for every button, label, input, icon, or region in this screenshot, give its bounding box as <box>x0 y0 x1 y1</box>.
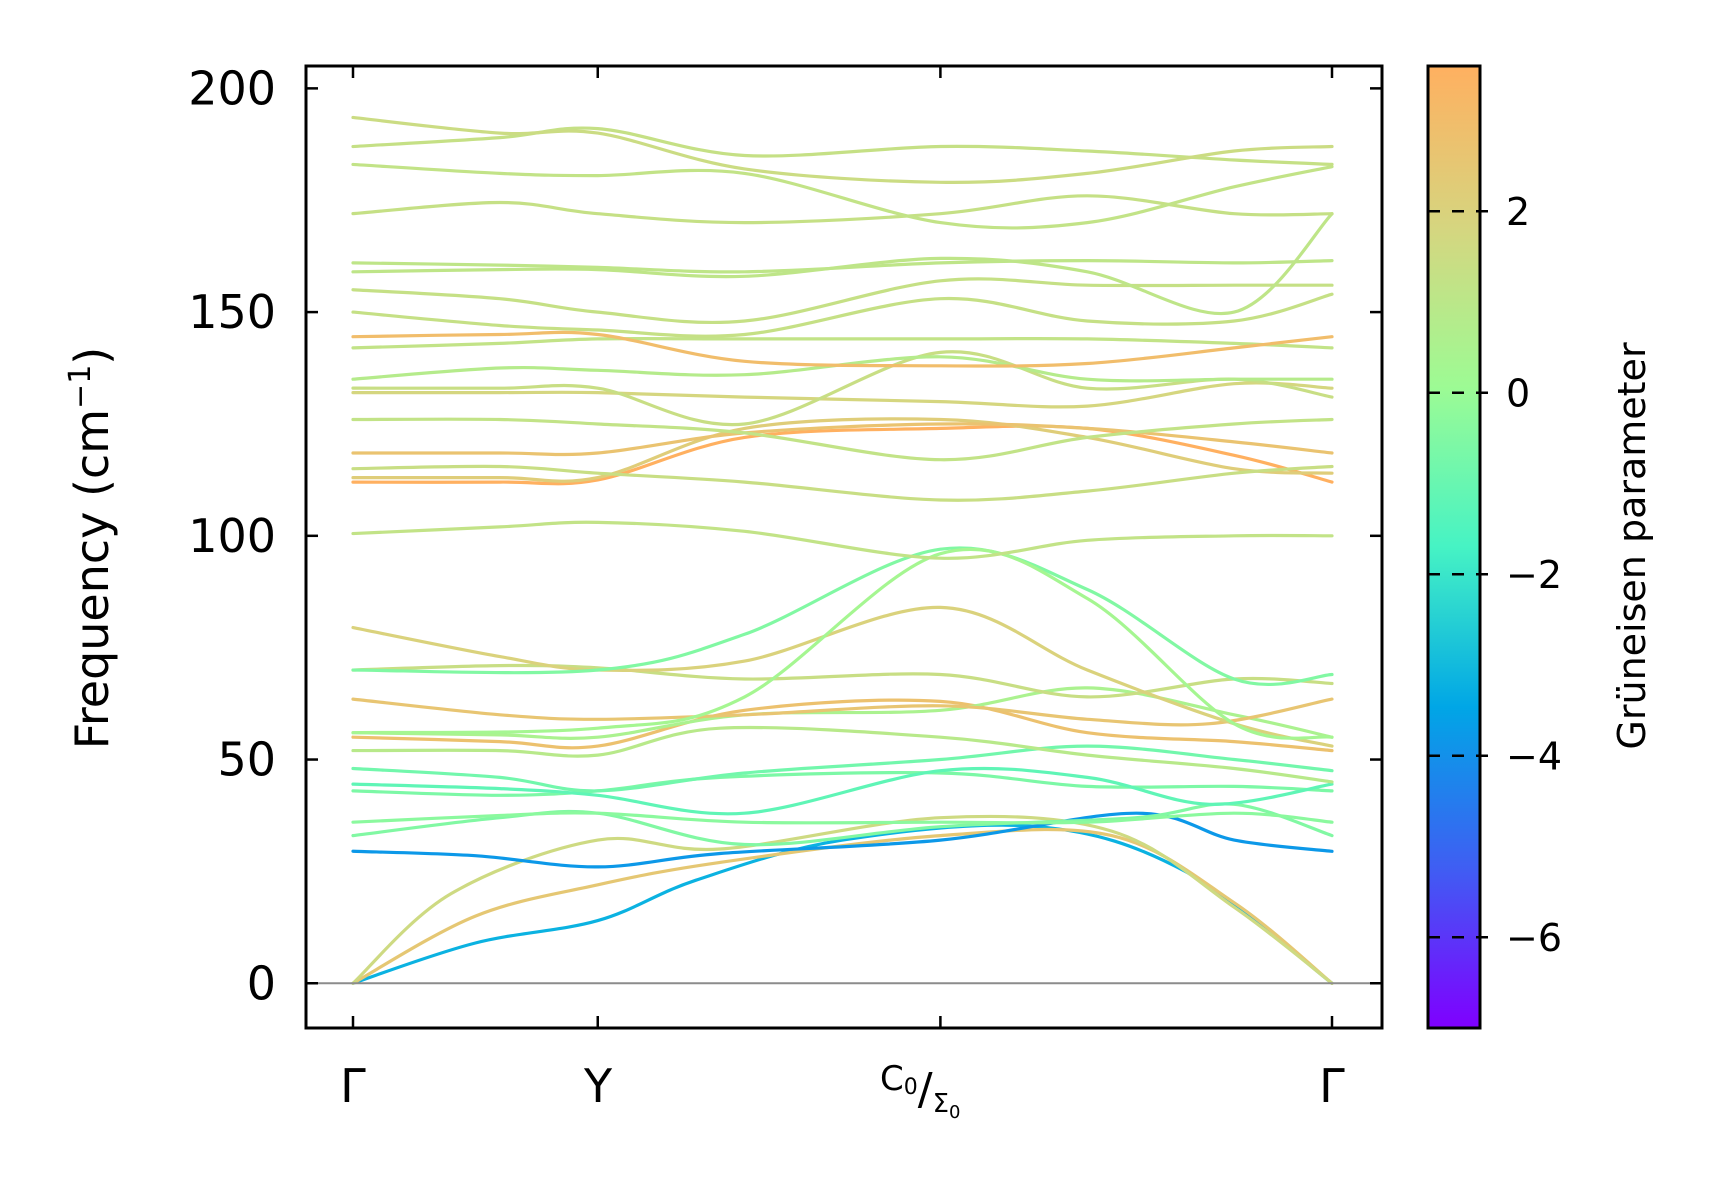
y-tick-label: 50 <box>217 733 276 787</box>
y-tick-label: 200 <box>188 61 276 115</box>
band-opt-43 <box>351 770 1334 797</box>
x-axis-ticks <box>351 66 1334 1028</box>
band-opt-63 <box>351 697 1334 727</box>
band-acoustic-3 <box>351 814 1334 985</box>
band-opt-159 <box>351 212 1334 316</box>
band-opt-97b <box>351 547 1334 740</box>
y-tick-label: 100 <box>188 509 276 563</box>
band-opt-44 <box>351 766 1334 816</box>
colorbar-tick-label: 0 <box>1506 372 1530 416</box>
colorbar-tick-label: −6 <box>1506 916 1562 960</box>
band-opt-161 <box>351 259 1334 274</box>
band-opt-144 <box>351 330 1334 368</box>
band-opt-183 <box>351 162 1334 230</box>
colorbar-tick-label: −2 <box>1506 553 1562 597</box>
band-opt-142 <box>351 336 1334 350</box>
band-lines <box>351 115 1334 985</box>
band-opt-133 <box>351 350 1334 427</box>
band-acoustic-1 <box>351 823 1334 985</box>
band-opt-112 <box>351 424 1334 486</box>
band-opt-36 <box>351 811 1334 825</box>
kpoint-label-gamma-end: Γ <box>1319 1059 1345 1113</box>
colorbar-title: Grüneisen parameter <box>1610 342 1654 750</box>
band-opt-97a <box>351 546 1334 687</box>
y-tick-label: 0 <box>247 956 276 1010</box>
band-opt-150 <box>351 292 1334 338</box>
colorbar-tick-label: −4 <box>1506 735 1562 779</box>
colorbar <box>1426 64 1482 1030</box>
band-opt-113 <box>351 417 1334 483</box>
band-opt-29 <box>351 811 1334 869</box>
band-opt-155 <box>351 277 1334 325</box>
kpoint-label-y: Y <box>583 1059 613 1113</box>
kpoint-label-gamma-start: Γ <box>340 1059 366 1113</box>
band-opt-100 <box>351 520 1334 560</box>
band-opt-80 <box>351 605 1334 748</box>
band-opt-115 <box>351 464 1334 502</box>
band-opt-48 <box>351 744 1334 793</box>
band-opt-118 <box>351 422 1334 457</box>
kpoint-label-c0-sigma0: C0/Σ0 <box>880 1059 960 1123</box>
band-opt-70 <box>351 663 1334 699</box>
y-axis-ticks: 0 50 100 150 200 <box>188 61 1382 1010</box>
y-tick-label: 150 <box>188 285 276 339</box>
band-opt-193 <box>351 115 1334 184</box>
band-opt-126 <box>351 417 1334 462</box>
band-acoustic-2 <box>351 827 1334 985</box>
colorbar-ticks: 2 0 −2 −4 −6 <box>1428 190 1562 960</box>
plot-frame <box>304 64 1384 1030</box>
band-opt-52 <box>351 725 1334 784</box>
band-opt-55 <box>351 698 1334 753</box>
band-opt-135 <box>351 355 1334 383</box>
band-opt-172 <box>351 194 1334 225</box>
band-opt-132 <box>351 381 1334 409</box>
colorbar-tick-label: 2 <box>1506 190 1530 234</box>
band-opt-56 <box>351 686 1334 740</box>
y-axis-title: Frequency (cm−1) <box>63 347 119 750</box>
